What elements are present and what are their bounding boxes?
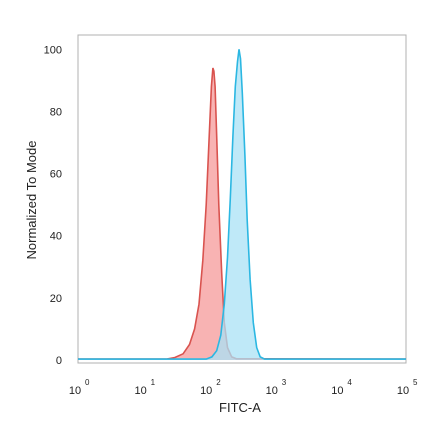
y-tick-label: 0 xyxy=(56,355,62,367)
x-tick-base: 10 xyxy=(266,385,278,397)
x-tick-exponent: 1 xyxy=(151,378,156,387)
y-tick-label: 80 xyxy=(50,107,62,119)
x-axis-title: FITC-A xyxy=(219,400,261,415)
x-tick-label: 10 0 xyxy=(69,378,90,397)
x-tick-base: 10 xyxy=(331,385,343,397)
x-tick-label: 10 5 xyxy=(397,378,418,397)
x-tick-exponent: 0 xyxy=(85,378,90,387)
x-tick-label: 10 3 xyxy=(266,378,287,397)
x-tick-exponent: 2 xyxy=(216,378,221,387)
x-tick-base: 10 xyxy=(134,385,146,397)
x-axis-ticks: 10 0 10 1 10 2 10 3 10 4 10 5 xyxy=(69,378,418,397)
x-tick-label: 10 2 xyxy=(200,378,221,397)
y-tick-label: 100 xyxy=(44,44,62,56)
histogram-series xyxy=(78,49,407,361)
x-tick-base: 10 xyxy=(69,385,81,397)
series-2-line xyxy=(78,49,406,360)
y-axis-title: Normalized To Mode xyxy=(24,141,39,260)
x-tick-base: 10 xyxy=(397,385,409,397)
y-tick-label: 40 xyxy=(50,231,62,243)
x-tick-exponent: 4 xyxy=(347,378,352,387)
x-tick-exponent: 3 xyxy=(282,378,287,387)
y-tick-label: 60 xyxy=(50,169,62,181)
x-tick-label: 10 4 xyxy=(331,378,352,397)
series-2-area xyxy=(78,49,406,361)
x-tick-exponent: 5 xyxy=(413,378,418,387)
y-tick-label: 20 xyxy=(50,293,62,305)
x-tick-label: 10 1 xyxy=(134,378,155,397)
x-tick-base: 10 xyxy=(200,385,212,397)
y-axis-ticks: 0 20 40 60 80 100 xyxy=(44,44,62,367)
